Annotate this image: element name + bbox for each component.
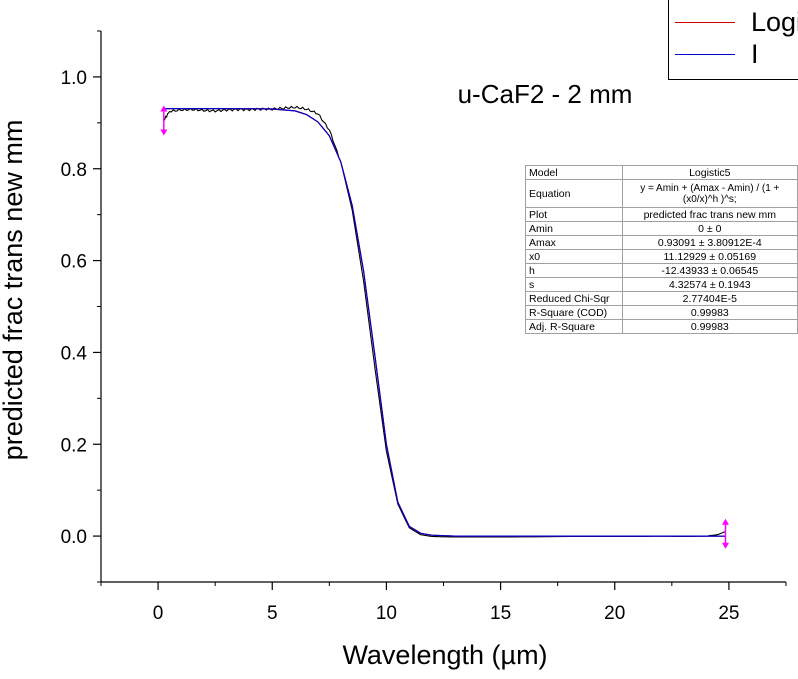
fit-table-value: predicted frac trans new mm (621, 207, 798, 222)
fit-table-row: x0 11.12929 ± 0.05169 (525, 249, 798, 264)
legend-label: Logi (751, 6, 798, 37)
fit-table-value: Logistic5 (621, 165, 798, 180)
x-tick-label: 25 (718, 603, 739, 624)
legend-item-logistic: Logi (675, 7, 798, 37)
fit-table-row: Model Logistic5 (525, 165, 798, 180)
fit-table-key: Plot (525, 207, 623, 222)
fit-table-row: R-Square (COD) 0.99983 (525, 305, 798, 320)
fit-table-key: x0 (525, 249, 623, 264)
fit-table-value: 2.77404E-5 (621, 291, 798, 306)
fit-table-value: 0.99983 (621, 305, 798, 320)
legend-item-fit: I (675, 39, 759, 69)
fit-table-row: Reduced Chi-Sqr 2.77404E-5 (525, 291, 798, 306)
axes: 0.0 0.2 0.4 0.6 0.8 1.0 0 5 10 15 20 25 (61, 30, 787, 624)
y-tick-label: 0.6 (61, 252, 87, 273)
fit-table-key: R-Square (COD) (525, 305, 623, 320)
series-line-fit-overlay (163, 108, 726, 537)
chart-title: u-CaF2 - 2 mm (458, 79, 633, 109)
fit-table-row: Plot predicted frac trans new mm (525, 207, 798, 222)
fit-table-value: -12.43933 ± 0.06545 (621, 263, 798, 278)
legend-swatch (675, 53, 735, 55)
fit-table-row: Amin 0 ± 0 (525, 221, 798, 236)
legend: Logi I (668, 0, 798, 80)
fit-table-key: Adj. R-Square (525, 319, 623, 334)
y-tick-label: 0.0 (61, 527, 87, 548)
range-marker-arrow-down (721, 542, 729, 549)
x-tick-label: 5 (267, 603, 278, 624)
range-marker-layer (160, 105, 729, 549)
x-tick-label: 10 (376, 603, 397, 624)
fit-table-key: h (525, 263, 623, 278)
x-axis-label: Wavelength (µm) (342, 640, 547, 670)
fit-table-value: 0 ± 0 (621, 221, 798, 236)
y-axis-label: predicted frac trans new mm (0, 120, 28, 461)
fit-table-value: 0.93091 ± 3.80912E-4 (621, 235, 798, 250)
fit-table-row: h -12.43933 ± 0.06545 (525, 263, 798, 278)
fit-table-key: Amax (525, 235, 623, 250)
fit-table-value: 11.12929 ± 0.05169 (621, 249, 798, 264)
y-tick-label: 1.0 (61, 68, 87, 89)
x-tick-label: 15 (490, 603, 511, 624)
fit-table-key: Model (525, 165, 623, 180)
legend-swatch (675, 21, 735, 23)
fit-table-key: Amin (525, 221, 623, 236)
fit-table-key: Equation (525, 179, 623, 208)
range-marker-arrow-up (160, 105, 168, 112)
fit-table-row: Adj. R-Square 0.99983 (525, 319, 798, 334)
fit-table-row: Amax 0.93091 ± 3.80912E-4 (525, 235, 798, 250)
fit-table-key: Reduced Chi-Sqr (525, 291, 623, 306)
fit-table-row: Equation y = Amin + (Amax - Amin) / (1 + … (525, 179, 798, 208)
legend-label: I (751, 38, 759, 69)
x-tick-label: 20 (604, 603, 625, 624)
fit-table-value: y = Amin + (Amax - Amin) / (1 + (x0/x)^h… (621, 179, 798, 208)
series-layer (163, 105, 726, 538)
x-tick-label: 0 (153, 603, 164, 624)
range-marker-arrow-down (160, 129, 168, 136)
y-tick-label: 0.8 (61, 160, 87, 181)
y-tick-label: 0.2 (61, 435, 87, 456)
fit-table-key: s (525, 277, 623, 292)
fit-table-value: 0.99983 (621, 319, 798, 334)
fit-parameters-table: Model Logistic5 Equation y = Amin + (Amax -… (525, 165, 798, 334)
range-marker-arrow-up (721, 518, 729, 525)
fit-table-row: s 4.32574 ± 0.1943 (525, 277, 798, 292)
y-tick-label: 0.4 (61, 343, 88, 364)
fit-table-value: 4.32574 ± 0.1943 (621, 277, 798, 292)
